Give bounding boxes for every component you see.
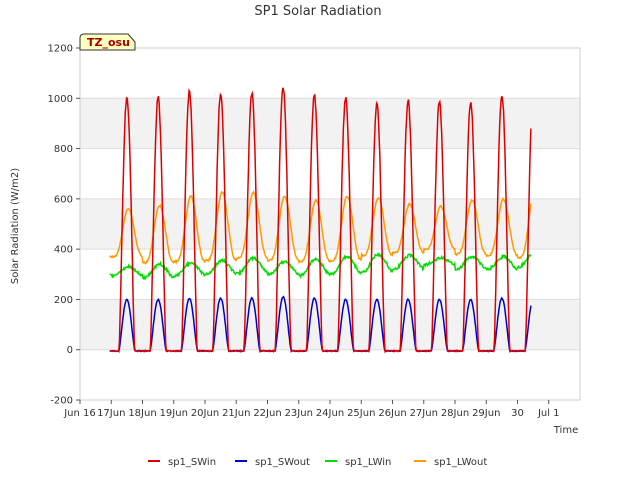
x-tick-label: 28Jun bbox=[441, 408, 469, 419]
x-tick-label: Jun 16 bbox=[63, 408, 96, 419]
x-tick-label: 18Jun bbox=[128, 408, 156, 419]
series-line-sp1_LWout bbox=[109, 190, 532, 265]
grid-band bbox=[80, 98, 580, 149]
x-tick-label: 21Jun bbox=[222, 408, 250, 419]
x-axis: Jun 16 17Jun 18Jun 19Jun 20Jun 21Jun 22Jun 23Ju… bbox=[63, 400, 560, 419]
x-tick-label: 29Jun bbox=[472, 408, 500, 419]
x-tick-label: Jul 1 bbox=[537, 408, 560, 419]
y-axis-label: Solar Radiation (W/m2) bbox=[10, 168, 21, 284]
chart-title: SP1 Solar Radiation bbox=[254, 4, 381, 19]
legend-item-sp1_LWin: sp1_LWin bbox=[325, 457, 391, 468]
legend-label: sp1_SWin bbox=[168, 457, 216, 468]
x-tick-label: 25Jun bbox=[347, 408, 375, 419]
station-badge: TZ_osu bbox=[79, 33, 136, 51]
y-tick-label: 800 bbox=[54, 144, 73, 155]
badge-box bbox=[79, 33, 136, 51]
series-line-sp1_SWin bbox=[109, 87, 532, 354]
legend-item-sp1_SWout: sp1_SWout bbox=[235, 457, 310, 468]
x-tick-label: 19Jun bbox=[160, 408, 188, 419]
y-axis: -200 0 200 400 600 800 1000 1200 bbox=[48, 44, 80, 407]
x-tick-label: 22Jun bbox=[253, 408, 281, 419]
y-tick-label: -200 bbox=[50, 396, 73, 407]
legend-item-sp1_LWout: sp1_LWout bbox=[414, 457, 487, 468]
legend-item-sp1_SWin: sp1_SWin bbox=[148, 457, 216, 468]
y-tick-label: 1200 bbox=[48, 44, 73, 55]
legend-label: sp1_SWout bbox=[255, 457, 310, 468]
x-tick-label: 23Jun bbox=[285, 408, 313, 419]
legend-label: sp1_LWout bbox=[434, 457, 487, 468]
series-lines bbox=[109, 87, 532, 354]
x-tick-label: 30 bbox=[511, 408, 524, 419]
x-tick-label: 20Jun bbox=[191, 408, 219, 419]
y-tick-label: 600 bbox=[54, 194, 73, 205]
x-tick-label: 17Jun bbox=[97, 408, 125, 419]
badge-label: TZ_osu bbox=[87, 36, 130, 49]
legend-label: sp1_LWin bbox=[345, 457, 391, 468]
x-axis-label: Time bbox=[553, 425, 578, 436]
x-tick-label: 26Jun bbox=[378, 408, 406, 419]
y-tick-label: 0 bbox=[67, 345, 73, 356]
y-tick-label: 1000 bbox=[48, 94, 73, 105]
x-tick-label: 27Jun bbox=[410, 408, 438, 419]
x-tick-label: 24Jun bbox=[316, 408, 344, 419]
legend: sp1_SWin sp1_SWout sp1_LWin sp1_LWout bbox=[148, 457, 487, 468]
y-tick-label: 200 bbox=[54, 295, 73, 306]
y-tick-label: 400 bbox=[54, 245, 73, 256]
